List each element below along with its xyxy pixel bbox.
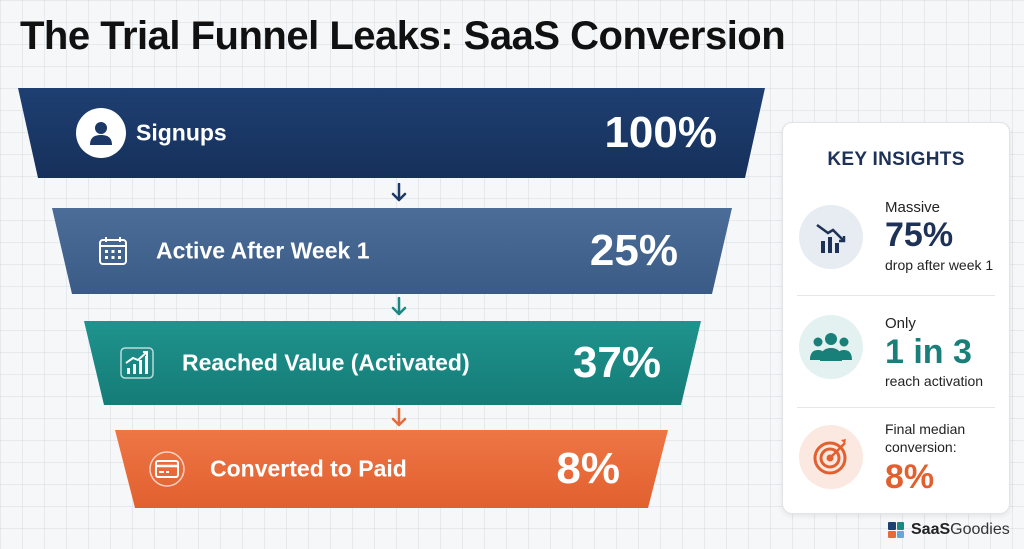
funnel-stage-converted: Converted to Paid 8% [115,430,668,508]
credit-card-icon [142,444,192,494]
insight-post-text: reach activation [885,373,984,389]
growth-chart-icon [112,338,162,388]
insight-item-drop: Massive 75% drop after week 1 [783,191,1009,291]
insight-pre-text: Only [885,315,916,332]
insight-big-value: 1 in 3 [885,333,972,371]
declining-chart-icon [799,205,863,269]
key-insights-panel: KEY INSIGHTS Massive 75% drop after week… [782,122,1010,514]
page-title: The Trial Funnel Leaks: SaaS Conversion [20,14,786,58]
people-group-icon [799,315,863,379]
insight-big-value: 75% [885,216,954,254]
funnel-stage-label: Signups [136,119,227,146]
brand-name-bold: SaaS [911,521,951,538]
funnel-stage-label: Reached Value (Activated) [182,349,470,376]
insight-item-final-conversion: Final median conversion: 8% [783,415,1009,515]
target-icon [799,425,863,489]
user-icon [76,108,126,158]
insight-pre-text-line2: conversion: [885,439,957,455]
insight-pre-text: Final median [885,421,966,437]
insight-pre-text: Massive [885,199,941,216]
funnel-stage-activated: Reached Value (Activated) 37% [84,321,701,405]
funnel-stage-value: 8% [556,444,620,493]
brand-logo: SaaSGoodies [886,520,1010,540]
insight-big-value: 8% [885,458,935,496]
down-arrow-icon [391,183,407,202]
down-arrow-icon [391,408,407,427]
insight-divider [797,295,995,296]
down-arrow-icon [391,297,407,316]
brand-name-rest: Goodies [950,521,1010,538]
funnel-stage-value: 100% [604,108,717,157]
calendar-icon [88,226,138,276]
funnel-stage-value: 25% [589,226,678,275]
insight-post-text: drop after week 1 [885,257,994,273]
insight-item-activation: Only 1 in 3 reach activation [783,305,1009,405]
funnel-stage-label: Active After Week 1 [156,237,370,264]
key-insights-title: KEY INSIGHTS [827,149,965,170]
brand-name: SaaSGoodies [911,521,1010,539]
funnel-stage-label: Converted to Paid [210,455,407,482]
saasgoodies-logo-icon [888,522,904,538]
funnel-stage-signups: Signups 100% [18,88,765,178]
funnel-stage-value: 37% [572,338,661,387]
funnel-stage-active-week-1: Active After Week 1 25% [52,208,732,294]
insight-divider [797,407,995,408]
